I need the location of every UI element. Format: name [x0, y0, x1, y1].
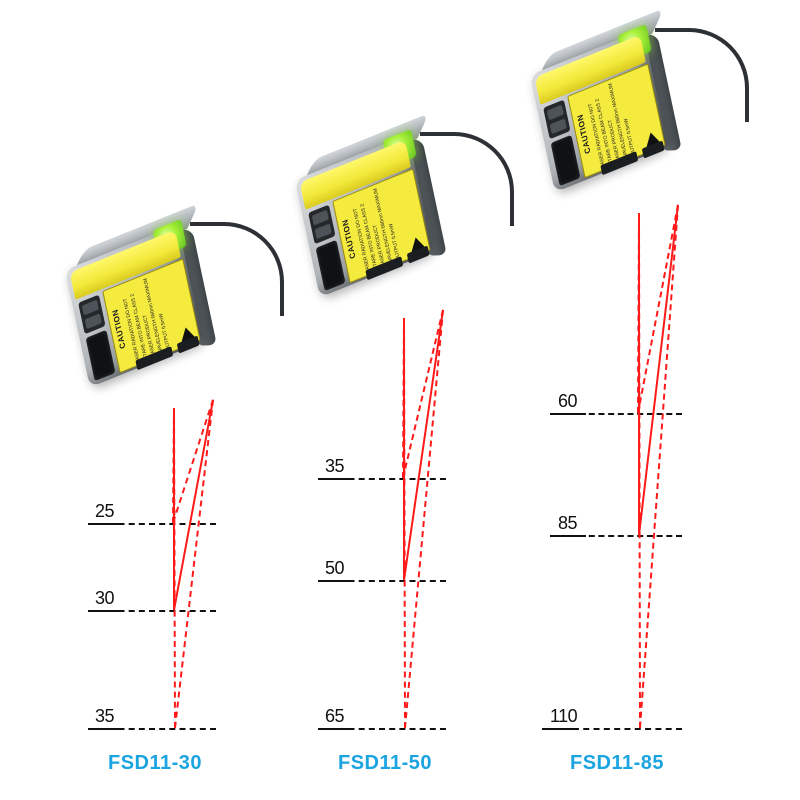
distance-underline: [318, 478, 354, 480]
model-label: FSD11-50: [338, 752, 432, 775]
laser-beam-dashed: [173, 408, 178, 728]
distance-label: 50: [325, 558, 344, 579]
distance-label: 30: [95, 588, 114, 609]
distance-underline: [318, 728, 354, 730]
distance-label: 25: [95, 501, 114, 522]
sensor-body: CAUTIONLASER RADIATION DO NOT STARE INTO…: [530, 75, 670, 215]
distance-label: 65: [325, 706, 344, 727]
laser-beam-dashed: [404, 310, 446, 728]
diagram-canvas: CAUTIONLASER RADIATION DO NOT STARE INTO…: [0, 0, 800, 800]
distance-label: 85: [558, 513, 577, 534]
laser-beam-dashed: [403, 318, 408, 728]
distance-underline: [88, 523, 124, 525]
distance-underline: [550, 535, 586, 537]
laser-beam-dashed: [638, 213, 643, 728]
distance-label: 110: [550, 706, 577, 727]
distance-underline: [318, 580, 354, 582]
distance-underline: [542, 728, 578, 730]
distance-underline: [88, 728, 124, 730]
distance-label: 35: [325, 456, 344, 477]
sensor-body: CAUTIONLASER RADIATION DO NOT STARE INTO…: [65, 270, 205, 410]
sensor-body: CAUTIONLASER RADIATION DO NOT STARE INTO…: [295, 180, 435, 320]
distance-underline: [88, 610, 124, 612]
model-label: FSD11-85: [570, 752, 664, 775]
distance-label: 35: [95, 706, 114, 727]
model-label: FSD11-30: [108, 752, 202, 775]
distance-underline: [550, 413, 586, 415]
distance-label: 60: [558, 391, 577, 412]
